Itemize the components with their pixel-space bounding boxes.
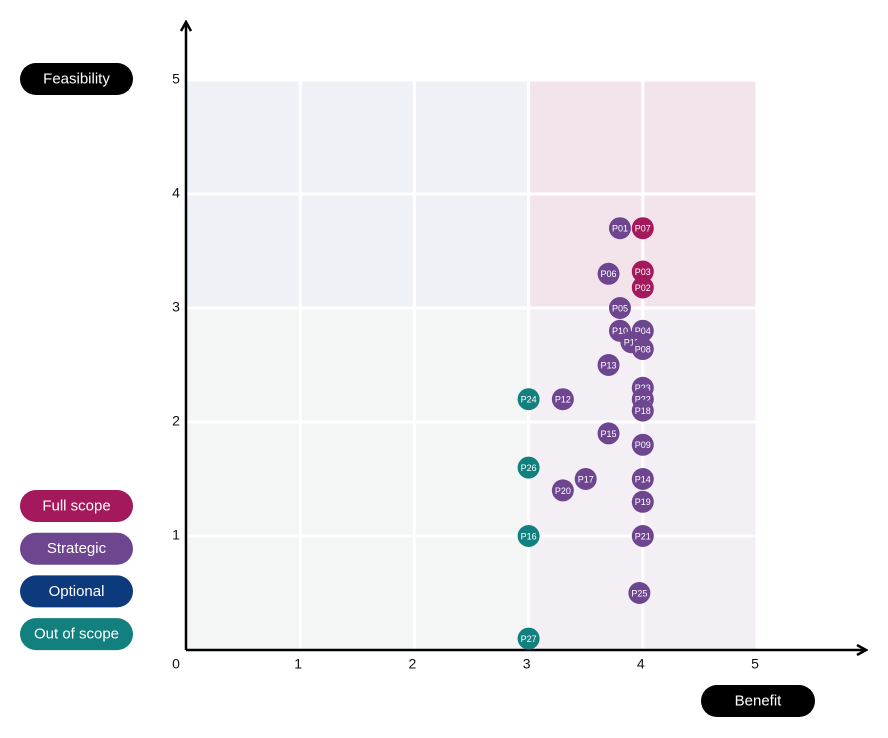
point: [551, 388, 574, 411]
y-axis-label: Feasibility: [43, 70, 110, 87]
point-label: P21: [635, 531, 651, 541]
point-label: P20: [555, 486, 571, 496]
point-label: P18: [635, 406, 651, 416]
x-tick-label: 3: [523, 656, 531, 672]
x-axis-label: Benefit: [735, 692, 783, 709]
point: [631, 217, 654, 240]
point-label: P15: [601, 429, 617, 439]
y-tick-label: 2: [172, 413, 180, 429]
x-tick-label: 1: [294, 656, 302, 672]
point: [597, 422, 620, 445]
point: [631, 260, 654, 283]
point-label: P17: [578, 474, 594, 484]
legend-label[interactable]: Strategic: [47, 540, 107, 557]
point-label: P13: [601, 360, 617, 370]
point-label: P07: [635, 224, 651, 234]
point-label: P10: [612, 326, 628, 336]
y-tick-label: 5: [172, 71, 180, 87]
point-label: P05: [612, 303, 628, 313]
point-label: P19: [635, 497, 651, 507]
legend-label[interactable]: Full scope: [42, 497, 110, 514]
point-label: P22: [635, 395, 651, 405]
point: [517, 525, 540, 547]
x-tick-label: 4: [637, 656, 645, 672]
point-label: P06: [601, 269, 617, 279]
point-label: P27: [521, 634, 537, 644]
point: [631, 433, 654, 456]
point: [631, 468, 654, 490]
y-tick-label: 1: [172, 527, 180, 543]
point-label: P16: [521, 531, 537, 541]
point: [631, 399, 654, 422]
legend-swatch[interactable]: [20, 575, 133, 608]
legend-swatch[interactable]: [20, 490, 133, 522]
x-tick-label: 5: [751, 656, 759, 672]
grid: [186, 78, 759, 650]
point-label: P23: [635, 383, 651, 393]
point-label: P25: [631, 588, 647, 598]
point: [608, 297, 631, 319]
point-label: P03: [635, 267, 651, 277]
point-label: P02: [635, 283, 651, 293]
point: [574, 468, 597, 490]
x-label-pill: [701, 685, 815, 717]
point: [517, 456, 540, 479]
point-label: P26: [521, 463, 537, 473]
point-label: P11: [624, 338, 639, 348]
point: [517, 627, 540, 650]
legend-swatch[interactable]: [20, 618, 133, 651]
legend-label[interactable]: Out of scope: [34, 626, 119, 643]
legend-swatch[interactable]: [20, 532, 133, 565]
point: [631, 525, 654, 547]
quadrants: [186, 80, 757, 650]
point-label: P08: [635, 344, 651, 354]
point: [628, 582, 651, 604]
y-tick-label: 3: [172, 299, 180, 315]
point-label: P09: [635, 440, 651, 450]
point: [631, 490, 654, 513]
legend-label[interactable]: Optional: [49, 583, 105, 600]
point-label: P04: [635, 326, 651, 336]
point: [608, 217, 631, 240]
y-tick-label: 4: [172, 185, 180, 201]
x-tick-label: 2: [409, 656, 417, 672]
point: [597, 354, 620, 376]
point-label: P01: [612, 224, 628, 234]
x-tick-label: 0: [172, 656, 180, 672]
point: [631, 276, 654, 299]
point: [517, 388, 540, 411]
point: [631, 338, 654, 361]
point: [597, 262, 620, 285]
quadrant: [186, 308, 529, 650]
legend: Full scope Strategic Optional Out of scope: [20, 490, 133, 651]
point-label: P12: [555, 395, 571, 405]
y-label-pill: [20, 63, 133, 95]
point-label: P14: [635, 474, 651, 484]
point-label: P24: [521, 395, 537, 405]
point: [551, 479, 574, 502]
